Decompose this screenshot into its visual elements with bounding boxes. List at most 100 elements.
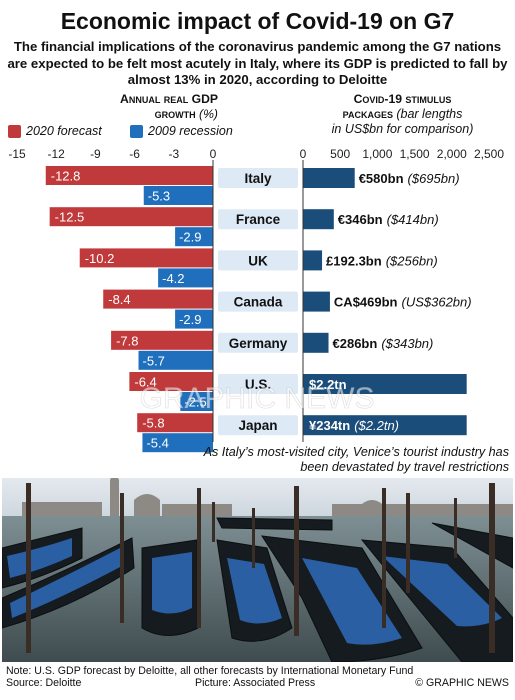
gdp-2020-label: -6.4 (134, 375, 156, 390)
subtitle: The financial implications of the corona… (7, 39, 508, 87)
gdp-header-unit: (%) (199, 107, 218, 121)
legend-2009: 2009 recession (130, 124, 233, 138)
economic-impact-chart: -15 -12 -9 -6 -3 0 0 500 1,000 1,500 2,000 2,500 -12… (8, 147, 504, 453)
gdp-tick-label: -12 (48, 147, 66, 161)
gdp-2020-bar (49, 207, 213, 227)
stimulus-tick-label: 0 (300, 147, 307, 161)
gdp-2009-bar (175, 227, 213, 247)
legend-label-2020: 2020 forecast (26, 124, 102, 138)
gdp-header-line2: growth (154, 107, 196, 121)
stimulus-bar (303, 374, 467, 394)
gdp-2009-label: -2.9 (179, 312, 201, 327)
stimulus-usd-label: ($2.2tn) (354, 418, 399, 433)
country-label-bg (218, 291, 298, 312)
stimulus-usd-label: (US$362bn) (402, 295, 472, 310)
stimulus-bar (303, 250, 323, 271)
gdp-tick-label: -6 (129, 147, 140, 161)
country-label: Italy (244, 171, 272, 186)
legend-label-2009: 2009 recession (148, 124, 233, 138)
stimulus-header-note2: in US$bn for comparison) (331, 122, 474, 136)
gdp-2020-label: -8.4 (108, 292, 130, 307)
stimulus-header-note1: (bar lengths (396, 107, 463, 121)
stimulus-label: ¥234tn ($2.2tn) (309, 418, 399, 433)
stimulus-label: €580bn ($695bn) (359, 171, 460, 186)
gdp-2020-bar (79, 248, 213, 268)
stimulus-label: £192.3bn ($256bn) (326, 253, 438, 268)
stimulus-tick-label: 1,000 (362, 147, 392, 161)
gdp-tick-label: -3 (168, 147, 179, 161)
gdp-2020-bar (45, 166, 213, 185)
gdp-2009-bar (138, 350, 213, 370)
gdp-2009-bar (158, 268, 213, 288)
country-label: Canada (234, 295, 283, 310)
stimulus-usd-label: ($256bn) (386, 253, 438, 268)
stimulus-tick-label: 2,500 (474, 147, 504, 161)
gdp-2020-label: -12.5 (55, 210, 85, 225)
gdp-2020-bar (129, 372, 213, 391)
stimulus-tick-label: 1,500 (400, 147, 430, 161)
footnote: Note: U.S. GDP forecast by Deloitte, all… (6, 665, 414, 677)
gondolas-illustration (2, 478, 513, 662)
stimulus-usd-label: ($695bn) (408, 171, 460, 186)
gdp-2009-bar (175, 309, 213, 329)
stimulus-bar (303, 168, 355, 188)
country-label-bg (218, 250, 298, 271)
country-label: UK (248, 253, 268, 268)
stimulus-label: €286bn ($343bn) (333, 336, 434, 351)
stimulus-header-line1: Covid-19 stimulus (353, 92, 452, 106)
country-label: U.S. (245, 377, 271, 392)
gdp-2009-label: -5.4 (146, 436, 168, 451)
gdp-2009-label: -2.9 (179, 230, 201, 245)
venice-gondolas-photo (2, 478, 513, 662)
gdp-2009-label: -5.3 (148, 189, 170, 204)
country-label-bg (218, 209, 298, 230)
gdp-tick-label: -9 (90, 147, 101, 161)
stimulus-tick-label: 500 (330, 147, 350, 161)
gdp-2009-label: -2.5 (184, 395, 206, 410)
gdp-2009-bar (143, 186, 213, 205)
gdp-panel-header: Annual real GDP growth (%) (20, 92, 218, 122)
gdp-2020-label: -5.8 (142, 416, 164, 431)
stimulus-usd-label: ($343bn) (381, 336, 433, 351)
country-label: France (236, 212, 281, 227)
country-label: Japan (238, 418, 277, 433)
page-title: Economic impact of Covid-19 on G7 (60, 8, 455, 34)
stimulus-bar (303, 332, 329, 353)
stimulus-panel-header: Covid-19 stimulus packages (bar lengths … (300, 92, 505, 137)
legend-2020: 2020 forecast (8, 124, 102, 138)
stimulus-usd-label: ($414bn) (387, 212, 439, 227)
stimulus-bar (303, 415, 467, 436)
gdp-tick-label: -15 (8, 147, 26, 161)
copyright-credit: © GRAPHIC NEWS (415, 677, 509, 689)
legend-swatch-blue (130, 124, 143, 138)
gdp-2020-bar (137, 413, 213, 433)
country-label-bg (218, 332, 298, 353)
gdp-tick-label: 0 (210, 147, 217, 161)
stimulus-label: $2.2tn (309, 377, 347, 392)
stimulus-header-line2: packages (342, 107, 393, 121)
stimulus-bar (303, 209, 334, 230)
stimulus-bar (303, 291, 330, 312)
gdp-2020-bar (111, 330, 213, 350)
country-label: Germany (229, 336, 288, 351)
picture-credit: Picture: Associated Press (195, 677, 316, 689)
stimulus-label: €346bn ($414bn) (338, 212, 439, 227)
watermark-text: GRAPHIC NEWS (139, 382, 374, 415)
country-label-bg (218, 374, 298, 394)
stimulus-label: CA$469bn (US$362bn) (334, 295, 472, 310)
gdp-2009-bar (142, 433, 213, 453)
gdp-2009-label: -4.2 (162, 271, 184, 286)
gdp-header-line1: Annual real GDP (120, 92, 218, 106)
stimulus-tick-label: 2,000 (437, 147, 467, 161)
legend-swatch-red (8, 124, 21, 138)
gdp-2020-label: -7.8 (116, 333, 138, 348)
gdp-2020-label: -10.2 (85, 251, 115, 266)
country-label-bg (218, 415, 298, 436)
gdp-2020-bar (103, 289, 213, 309)
country-label-bg (218, 168, 298, 188)
gdp-2020-label: -12.8 (51, 169, 81, 184)
source-credit: Source: Deloitte (6, 677, 82, 689)
gdp-2009-label: -5.7 (143, 353, 165, 368)
photo-caption: As Italy’s most-visited city, Venice’s t… (203, 445, 509, 474)
gdp-2009-bar (180, 392, 213, 411)
